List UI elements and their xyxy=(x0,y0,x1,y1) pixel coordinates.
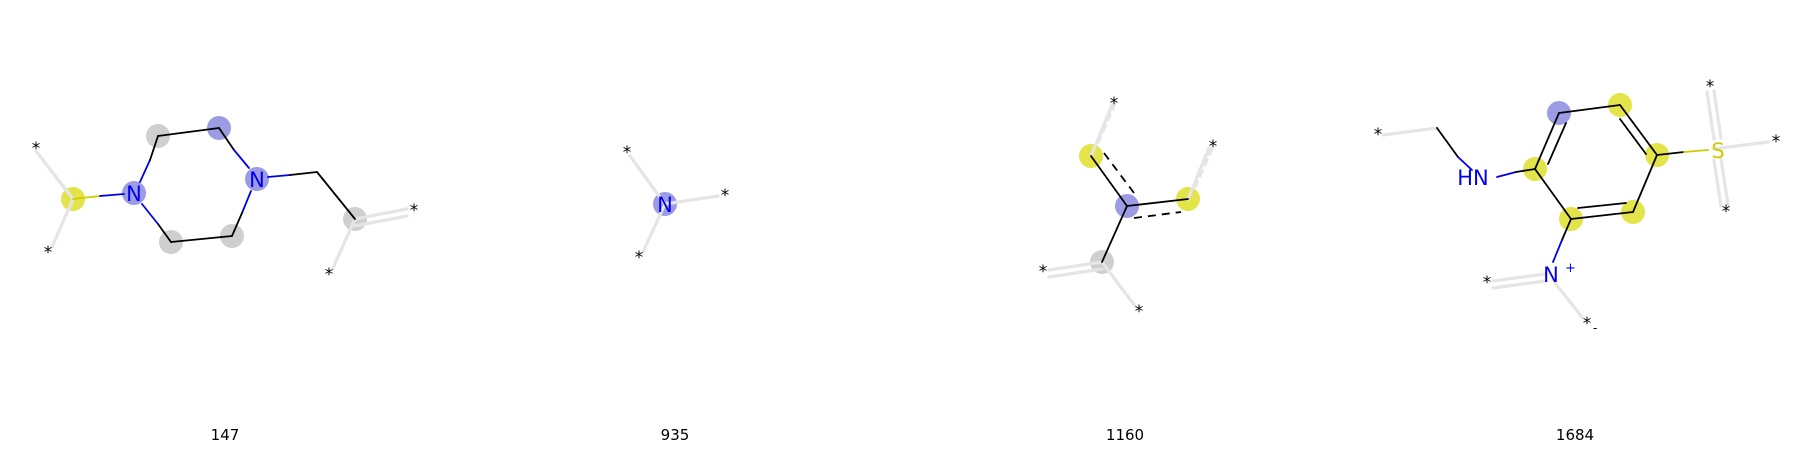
attachment-bond xyxy=(1711,140,1770,151)
molecule-caption: 1160 xyxy=(1106,426,1144,444)
molecule-147: N N * * * * 147 xyxy=(32,116,419,444)
attachment-bond xyxy=(41,158,68,192)
attachment-point: * xyxy=(1583,314,1592,334)
attachment-bond xyxy=(353,207,409,221)
attachment-point: * xyxy=(721,186,730,206)
bond xyxy=(1656,151,1685,156)
attachment-point: * xyxy=(1483,273,1492,293)
molecule-1160: * * * * 1160 xyxy=(1039,94,1218,444)
attachment-bond xyxy=(1553,281,1584,319)
aromatic-bond xyxy=(1133,211,1182,219)
attachment-point: * xyxy=(1706,77,1715,97)
molecule-caption: 147 xyxy=(211,426,240,444)
bond xyxy=(1534,168,1572,220)
bond xyxy=(141,203,159,225)
molecule-caption: 1684 xyxy=(1556,426,1594,444)
attachment-bond xyxy=(353,214,409,228)
molecule-1684: HN N + S * * * - * * * 1684 xyxy=(1374,77,1781,444)
bond xyxy=(139,159,151,183)
attachment-bond xyxy=(1712,158,1723,208)
bond xyxy=(149,135,159,161)
attachment-point: * xyxy=(1110,94,1119,114)
attachment-bond xyxy=(1186,146,1211,201)
attachment-bond xyxy=(50,197,75,249)
bond xyxy=(1496,171,1517,178)
attachment-point: * xyxy=(1135,302,1144,322)
attachment-bond xyxy=(1193,142,1216,189)
bond xyxy=(1090,155,1128,207)
bond xyxy=(1534,112,1560,170)
attachment-bond xyxy=(1719,157,1730,207)
bond xyxy=(1552,239,1563,263)
attachment-bond xyxy=(1491,272,1547,283)
attachment-bond xyxy=(1491,279,1547,290)
attachment-point: * xyxy=(1209,137,1218,157)
bond xyxy=(1515,168,1536,173)
bond xyxy=(1436,127,1459,158)
nitrogen-label: N xyxy=(249,168,265,192)
atom-highlight xyxy=(122,181,146,205)
atom-highlight xyxy=(245,167,269,191)
bond xyxy=(1561,218,1572,241)
attachment-bond xyxy=(628,154,667,206)
nitrogen-label: N xyxy=(1543,263,1559,287)
nitrogen-label: N xyxy=(657,193,673,217)
amine-label: HN xyxy=(1457,166,1489,190)
molecule-caption: 935 xyxy=(661,426,690,444)
attachment-point: * xyxy=(1722,202,1731,222)
attachment-point: * xyxy=(325,265,334,285)
attachment-bond xyxy=(1712,89,1723,140)
attachment-point: * xyxy=(32,139,41,159)
bond xyxy=(1619,104,1658,156)
bond xyxy=(231,212,243,237)
bond xyxy=(1547,122,1567,165)
attachment-bond xyxy=(1100,260,1137,308)
molecule-935: N * * * 935 xyxy=(623,143,730,444)
bond xyxy=(1577,202,1627,209)
bond xyxy=(157,127,220,137)
charge-plus-label: + xyxy=(1565,261,1576,276)
sulfur-label: S xyxy=(1711,139,1724,163)
attachment-point: * xyxy=(410,201,419,221)
bond xyxy=(289,171,318,176)
bond xyxy=(1457,156,1473,171)
attachment-point: * xyxy=(1772,132,1781,152)
attachment-point: * xyxy=(44,243,53,263)
attachment-bond xyxy=(1705,90,1716,141)
attachment-point: * xyxy=(1374,125,1383,145)
bond xyxy=(1558,104,1621,114)
bond xyxy=(99,193,125,197)
nitrogen-label: N xyxy=(126,182,142,206)
bond xyxy=(72,195,101,200)
bond xyxy=(233,149,250,169)
bond xyxy=(1619,118,1647,155)
bond xyxy=(1570,211,1634,220)
bond xyxy=(1632,154,1658,213)
bond xyxy=(316,171,356,220)
bond xyxy=(218,127,235,151)
attachment-point: * xyxy=(1039,262,1048,282)
attachment-bond xyxy=(1047,267,1104,279)
attachment-bond xyxy=(1381,126,1439,137)
aromatic-bond xyxy=(1103,152,1135,194)
attachment-bond xyxy=(1096,99,1118,144)
bond xyxy=(1126,198,1189,207)
attachment-point: * xyxy=(635,248,644,268)
attachment-bond xyxy=(663,194,720,206)
bond xyxy=(1683,149,1709,153)
bond xyxy=(170,235,233,243)
attachment-point: * xyxy=(623,143,632,163)
bond xyxy=(157,223,172,243)
bond xyxy=(267,174,291,178)
attachment-bond xyxy=(331,217,357,270)
bond xyxy=(1101,205,1128,263)
charge-minus-label: - xyxy=(1593,321,1597,335)
bond xyxy=(241,190,252,214)
attachment-bond xyxy=(641,202,667,254)
attachment-bond xyxy=(1047,260,1104,272)
